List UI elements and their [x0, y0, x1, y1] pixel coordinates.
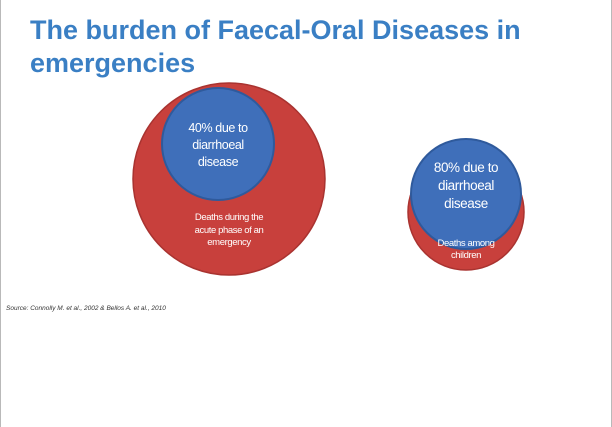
right-outer-label-line-1: Deaths among — [437, 238, 495, 249]
right-inner-label-line-2: diarrhoeal — [437, 178, 495, 193]
left-outer-label-line-2: acute phase of an — [194, 224, 264, 236]
right-outer-label: Deaths among children — [421, 238, 511, 261]
right-outer-label-line-2: children — [450, 249, 482, 261]
left-inner-label-line-2: diarrhoeal — [192, 138, 244, 152]
left-outer-label: Deaths during the acute phase of an emer… — [164, 212, 294, 250]
slide-title: The burden of Faecal-Oral Diseases in em… — [30, 14, 590, 80]
left-outer-label-line-1: Deaths during the — [194, 212, 264, 223]
source-citation: Source: Connolly M. et al., 2002 & Bello… — [6, 305, 166, 312]
slide-title-line-2: emergencies — [30, 48, 196, 78]
left-inner-label-line-1: 40% due to — [188, 121, 248, 135]
left-inner-label: 40% due to diarrhoeal disease — [168, 120, 268, 171]
right-inner-label-line-1: 80% due to — [433, 160, 499, 175]
right-inner-circle — [410, 138, 522, 250]
right-inner-label: 80% due to diarrhoeal disease — [416, 159, 516, 213]
left-inner-circle — [161, 87, 275, 201]
slide-title-line-1: The burden of Faecal-Oral Diseases in — [30, 15, 521, 45]
left-inner-label-line-3: disease — [197, 155, 239, 169]
right-inner-label-line-3: disease — [444, 196, 488, 211]
left-outer-label-line-3: emergency — [207, 237, 251, 248]
slide-border-left — [0, 0, 1, 427]
